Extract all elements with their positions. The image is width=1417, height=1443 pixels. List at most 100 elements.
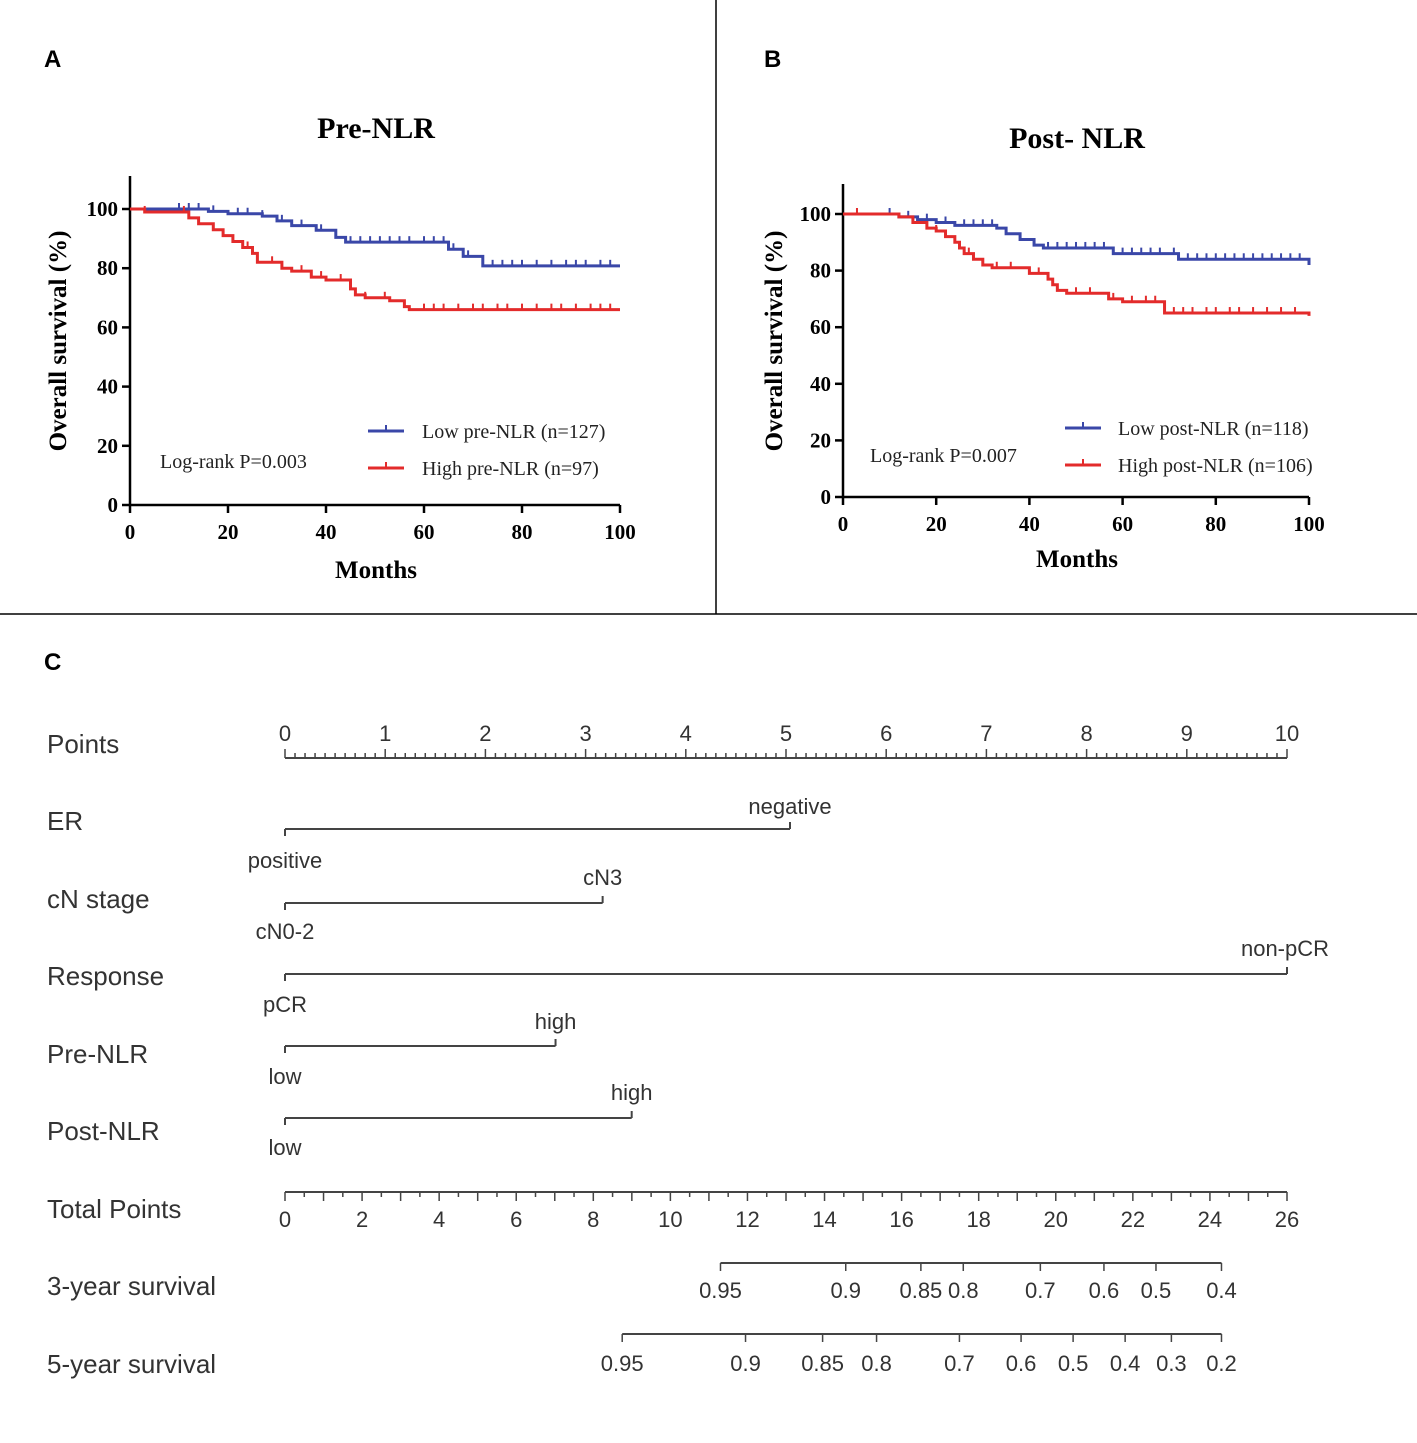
row-label: Post-NLR (47, 1116, 160, 1146)
chart-title: Pre-NLR (317, 112, 435, 145)
level-label-high: high (611, 1080, 653, 1105)
row-label: Points (47, 729, 119, 759)
total-tick-label: 0 (279, 1207, 291, 1232)
probability-tick-label: 0.8 (861, 1351, 892, 1376)
points-tick-label: 0 (279, 721, 291, 746)
x-tick-label: 0 (838, 512, 849, 536)
total-tick-label: 16 (889, 1207, 913, 1232)
points-tick-label: 9 (1181, 721, 1193, 746)
probability-tick-label: 0.85 (801, 1351, 844, 1376)
row-label: 5-year survival (47, 1349, 216, 1379)
km-chart-pre-nlr: Pre-NLR Months Overall survival (%) Log-… (45, 112, 636, 584)
x-axis-label: Months (335, 557, 417, 584)
panel-letter-c: C (44, 649, 61, 676)
level-label-low: low (268, 1135, 301, 1160)
probability-tick-label: 0.85 (899, 1278, 942, 1303)
total-tick-label: 8 (587, 1207, 599, 1232)
total-tick-label: 2 (356, 1207, 368, 1232)
row-label: 3-year survival (47, 1271, 216, 1301)
y-axis-label: Overall survival (%) (45, 231, 72, 452)
x-tick-label: 40 (1019, 512, 1040, 536)
nomogram-row-er: ER positive negative (47, 794, 832, 873)
level-label-low: low (268, 1064, 301, 1089)
probability-tick-label: 0.7 (944, 1351, 975, 1376)
level-label-high: cN3 (583, 865, 622, 890)
survival-curves (130, 203, 620, 312)
y-tick-label: 0 (821, 485, 832, 509)
points-tick-label: 5 (780, 721, 792, 746)
probability-tick-label: 0.4 (1110, 1351, 1141, 1376)
row-label: Response (47, 961, 164, 991)
points-tick-label: 1 (379, 721, 391, 746)
total-tick-label: 14 (812, 1207, 836, 1232)
legend-label-low: Low pre-NLR (n=127) (422, 421, 605, 443)
x-tick-label: 80 (512, 520, 533, 544)
y-tick-label: 60 (810, 315, 831, 339)
x-tick-label: 60 (1112, 512, 1133, 536)
nomogram-row-pre-nlr: Pre-NLR low high (47, 1009, 576, 1089)
series-low (130, 203, 620, 268)
probability-tick-label: 0.3 (1156, 1351, 1187, 1376)
logrank-annotation: Log-rank P=0.007 (870, 445, 1017, 467)
y-tick-label: 100 (800, 202, 832, 226)
probability-tick-label: 0.5 (1141, 1278, 1172, 1303)
nomogram-row-3-year-survival: 3-year survival 0.95 0.9 0.85 0.8 0.7 0.6 0.5 0.… (47, 1262, 1237, 1303)
legend: Low pre-NLR (n=127) High pre-NLR (n=97) (368, 421, 605, 480)
probability-tick-label: 0.6 (1089, 1278, 1120, 1303)
total-tick-label: 26 (1275, 1207, 1299, 1232)
total-tick-label: 6 (510, 1207, 522, 1232)
probability-tick-label: 0.7 (1025, 1278, 1056, 1303)
x-tick-label: 0 (125, 520, 136, 544)
axes: 0 20 40 60 80 100 0 20 40 60 80 100 (800, 184, 1325, 536)
y-tick-label: 80 (810, 259, 831, 283)
level-label-high: high (535, 1009, 577, 1034)
points-tick-label: 7 (980, 721, 992, 746)
nomogram-row-5-year-survival: 5-year survival 0.95 0.9 0.85 0.8 0.7 0.6 0.5 0.… (47, 1333, 1237, 1379)
level-label-low: positive (248, 848, 323, 873)
panel-letter-a: A (44, 46, 61, 73)
total-tick-label: 18 (966, 1207, 990, 1232)
legend-label-high: High post-NLR (n=106) (1118, 455, 1313, 477)
x-tick-label: 80 (1205, 512, 1226, 536)
x-tick-label: 60 (414, 520, 435, 544)
survival-line (843, 212, 1311, 316)
probability-tick-label: 0.95 (601, 1351, 644, 1376)
km-chart-post-nlr: Post- NLR Months Overall survival (%) Lo… (761, 122, 1325, 573)
panel-letter-b: B (764, 46, 781, 73)
series-high (843, 208, 1311, 316)
legend-label-low: Low post-NLR (n=118) (1118, 418, 1309, 440)
row-label: Total Points (47, 1194, 181, 1224)
level-label-low: pCR (263, 992, 307, 1017)
level-label-low: cN0-2 (256, 919, 315, 944)
y-tick-label: 0 (108, 493, 119, 517)
total-tick-label: 22 (1121, 1207, 1145, 1232)
nomogram-row-response: Response pCR non-pCR (47, 936, 1329, 1017)
points-tick-label: 8 (1080, 721, 1092, 746)
points-tick-label: 2 (479, 721, 491, 746)
level-label-high: non-pCR (1241, 936, 1329, 961)
chart-title: Post- NLR (1009, 122, 1145, 155)
level-label-high: negative (748, 794, 831, 819)
axes: 0 20 40 60 80 100 0 20 40 60 80 100 (87, 176, 636, 544)
y-tick-label: 40 (97, 375, 118, 399)
y-tick-label: 60 (97, 315, 118, 339)
x-tick-label: 20 (926, 512, 947, 536)
probability-tick-label: 0.5 (1058, 1351, 1089, 1376)
points-tick-label: 3 (579, 721, 591, 746)
survival-line (130, 207, 620, 312)
points-tick-label: 10 (1275, 721, 1299, 746)
total-tick-label: 24 (1198, 1207, 1222, 1232)
x-tick-label: 20 (218, 520, 239, 544)
y-tick-label: 40 (810, 372, 831, 396)
total-tick-label: 12 (735, 1207, 759, 1232)
legend-label-high: High pre-NLR (n=97) (422, 458, 599, 480)
probability-tick-label: 0.9 (730, 1351, 761, 1376)
x-axis-label: Months (1036, 546, 1118, 573)
points-tick-label: 6 (880, 721, 892, 746)
nomogram-row-cn-stage: cN stage cN0-2 cN3 (47, 865, 622, 944)
y-axis-label: Overall survival (%) (761, 231, 788, 452)
nomogram-row-points: Points 0 1 2 3 4 5 6 7 8 9 10 (47, 721, 1299, 759)
row-label: ER (47, 806, 83, 836)
probability-tick-label: 0.9 (830, 1278, 861, 1303)
